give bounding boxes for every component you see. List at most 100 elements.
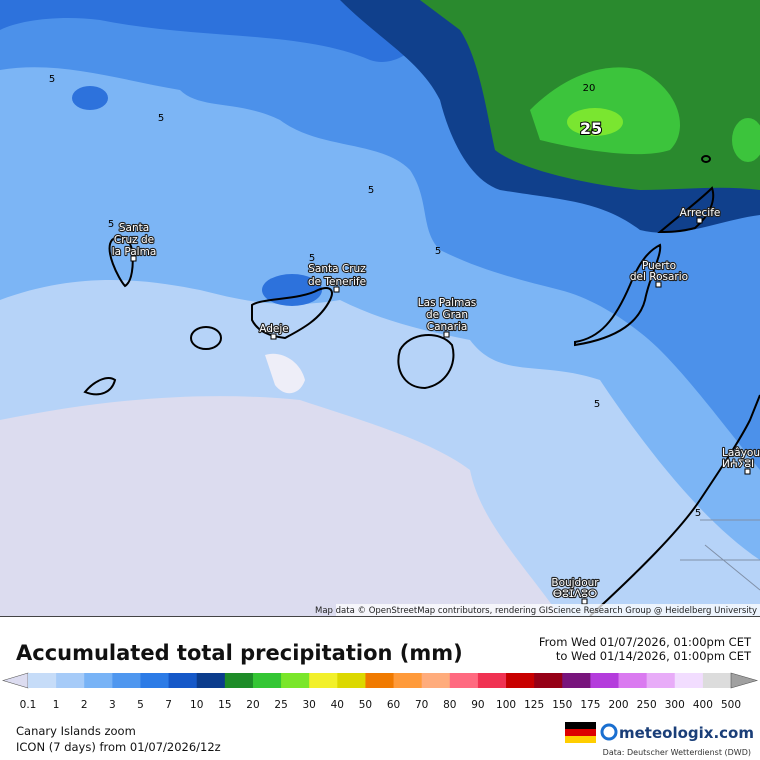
contour-label: 20 xyxy=(583,83,596,94)
city-marker xyxy=(130,255,137,262)
colorbar-swatch xyxy=(196,673,226,688)
coastline xyxy=(589,394,760,616)
colorbar-above xyxy=(730,672,759,689)
colorbar-swatch xyxy=(590,673,620,688)
colorbar-tick-label: 15 xyxy=(218,699,231,711)
colorbar-tick-label: 70 xyxy=(415,699,428,711)
colorbar-swatch xyxy=(84,673,113,688)
colorbar-swatch xyxy=(309,673,338,688)
legend-panel: Accumulated total precipitation (mm) Fro… xyxy=(1,635,759,757)
contour-label: 5 xyxy=(309,253,315,264)
city-label: Santa Cruz xyxy=(308,263,366,275)
colorbar-tick-label: 250 xyxy=(637,699,657,711)
colorbar-below xyxy=(1,672,29,689)
colorbar-tick-label: 60 xyxy=(387,699,400,711)
colorbar-tick-label: 1 xyxy=(53,699,60,711)
colorbar-swatch xyxy=(702,673,732,688)
colorbar-swatch xyxy=(252,673,282,688)
contour-label: 5 xyxy=(108,219,114,230)
colorbar-swatch xyxy=(337,673,366,688)
colorbar-swatch xyxy=(477,673,507,688)
colorbar-swatch xyxy=(168,673,198,688)
coastline xyxy=(190,326,222,350)
coastline xyxy=(251,287,333,340)
contour-label: 5 xyxy=(435,246,441,257)
city-label: ⵍⵄⵢⵓⵏ xyxy=(722,458,754,470)
colorbar-swatch xyxy=(28,673,57,688)
brand-icon xyxy=(600,723,618,741)
colorbar-tick-label: 400 xyxy=(693,699,713,711)
contour-label: 5 xyxy=(594,399,600,410)
city-label: Arrecife xyxy=(680,207,721,219)
field-patch xyxy=(72,86,108,110)
city-label: Boujdour xyxy=(551,577,599,589)
colorbar-tick-label: 100 xyxy=(496,699,516,711)
field-patch xyxy=(262,274,322,306)
flag-stripe xyxy=(565,736,596,743)
flag-stripe xyxy=(565,729,596,736)
colorbar-tick-label: 7 xyxy=(165,699,172,711)
colorbar-tick-label: 300 xyxy=(665,699,685,711)
colorbar-swatch xyxy=(421,673,451,688)
legend-period: From Wed 01/07/2026, 01:00pm CET xyxy=(539,635,752,649)
colorbar-swatch xyxy=(674,673,704,688)
colorbar-swatch xyxy=(140,673,170,688)
colorbar-swatch xyxy=(534,673,563,688)
colorbar-tick-label: 500 xyxy=(721,699,741,711)
contour-label: 25 xyxy=(580,119,602,138)
map-layers: 5 5 5 5 5 5 5 5 20 25 Santa Cruz de la P… xyxy=(0,0,760,616)
city-label: Laâyoune xyxy=(722,447,760,459)
colorbar-tick-label: 175 xyxy=(580,699,600,711)
colorbar-tick-label: 50 xyxy=(359,699,372,711)
colorbar-swatch xyxy=(56,673,85,688)
colorbar-swatch xyxy=(281,673,310,688)
city-label: de Tenerife xyxy=(308,276,366,288)
colorbar-tick-label: 5 xyxy=(137,699,144,711)
city-marker xyxy=(581,598,588,605)
city-label: la Palma xyxy=(112,246,157,258)
city-label: Canaria xyxy=(427,321,468,333)
colorbar: 0.1 1 2 3 5 7 10 15 20 25 30 40 50 60 70 80 90 100 125 150 1… xyxy=(1,672,759,711)
colorbar-tick-label: 125 xyxy=(524,699,544,711)
map: 5 5 5 5 5 5 5 5 20 25 Santa Cruz de la P… xyxy=(0,0,760,617)
colorbar-swatch xyxy=(506,673,535,688)
attribution-bg xyxy=(336,604,760,616)
colorbar-swatch xyxy=(393,673,423,688)
field-light-green xyxy=(732,118,760,162)
city-label: de Gran xyxy=(426,309,468,321)
contour-label: 5 xyxy=(368,185,374,196)
city-label: Las Palmas xyxy=(418,297,476,309)
colorbar-tick-label: 200 xyxy=(608,699,628,711)
legend-title: Accumulated total precipitation (mm) xyxy=(16,641,463,665)
coastline xyxy=(83,377,117,396)
colorbar-tick-label: 0.1 xyxy=(20,699,37,711)
legend-period: to Wed 01/14/2026, 01:00pm CET xyxy=(556,649,752,663)
border-line xyxy=(680,519,760,591)
city-marker xyxy=(655,281,662,288)
flag-stripe xyxy=(565,722,596,729)
colorbar-tick-label: 20 xyxy=(246,699,259,711)
attribution: Map data © OpenStreetMap contributors, r… xyxy=(315,606,757,616)
coastline xyxy=(574,243,662,347)
contour-label: 5 xyxy=(695,508,701,519)
brand: meteologix.com xyxy=(619,724,754,742)
footer-source: Data: Deutscher Wetterdienst (DWD) xyxy=(603,748,751,757)
coastline xyxy=(701,155,711,163)
colorbar-tick-label: 3 xyxy=(109,699,116,711)
field-patch xyxy=(265,353,305,394)
colorbar-swatch xyxy=(224,673,254,688)
colorbar-tick-label: 90 xyxy=(471,699,484,711)
city-marker xyxy=(696,217,703,224)
coastline xyxy=(108,236,134,288)
city-label: del Rosario xyxy=(630,271,688,283)
colorbar-swatch xyxy=(618,673,648,688)
city-marker xyxy=(333,286,340,293)
colorbar-tick-label: 25 xyxy=(274,699,287,711)
colorbar-swatch xyxy=(449,673,479,688)
city-marker xyxy=(744,468,751,475)
field-bright-green xyxy=(567,108,623,136)
contour-label: 5 xyxy=(158,113,164,124)
city-marker xyxy=(443,331,450,338)
colorbar-tick-label: 40 xyxy=(331,699,344,711)
